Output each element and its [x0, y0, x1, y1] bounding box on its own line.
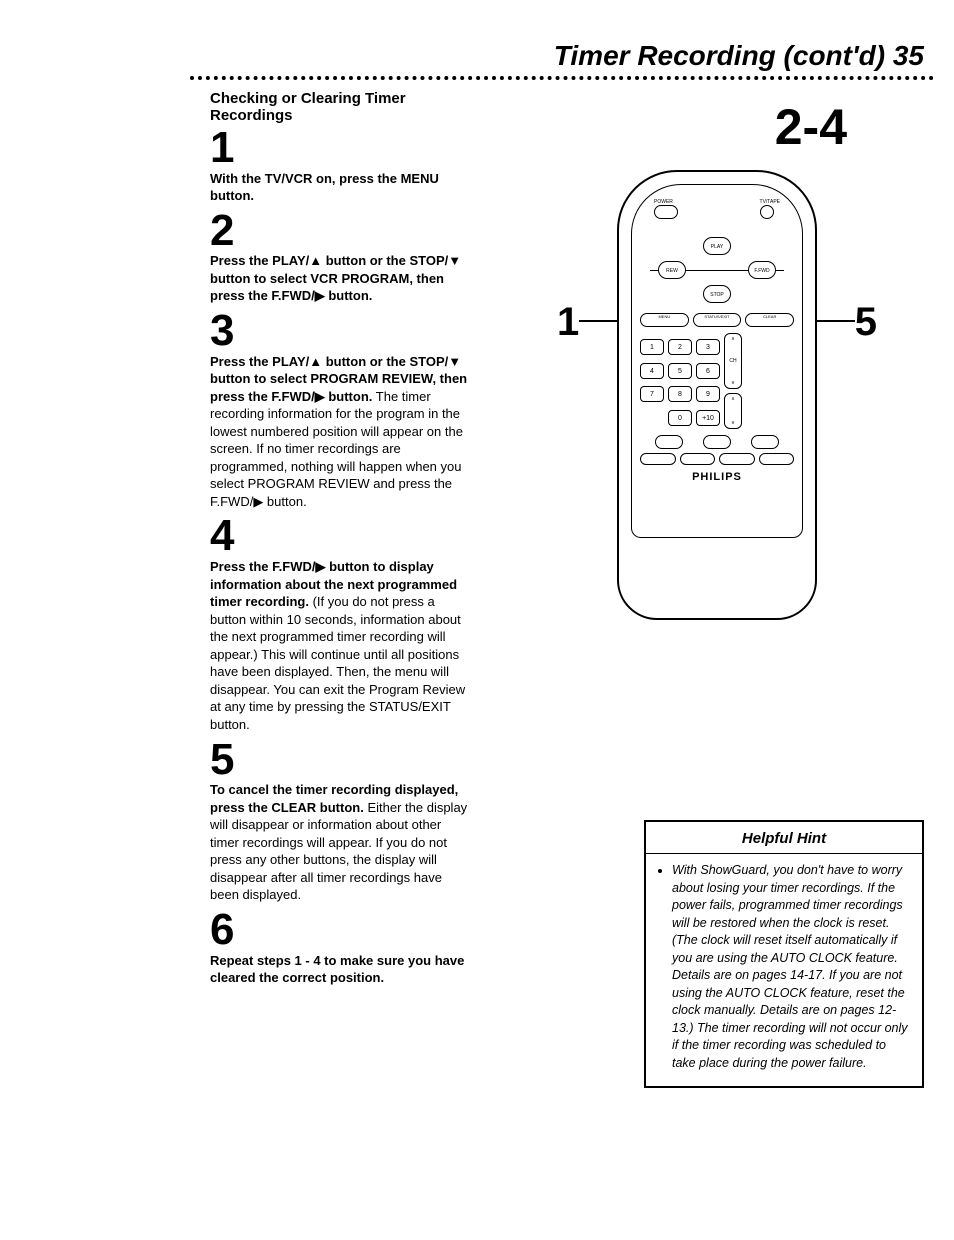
mid-row: MENU STATUS/EXIT CLEAR — [640, 313, 794, 327]
bottom-row-1 — [640, 435, 794, 449]
step-number: 5 — [210, 740, 470, 780]
step-number: 1 — [210, 128, 470, 168]
label: TV/TAPE — [760, 199, 780, 205]
remote-outline: POWER TV/TAPE PLAY REW — [617, 170, 817, 620]
memory-button-icon — [703, 435, 731, 449]
hint-title: Helpful Hint — [646, 822, 922, 854]
power-button-icon — [654, 205, 678, 219]
manual-page: Timer Recording (cont'd) 35 Checking or … — [0, 0, 954, 1128]
step-block: 1 With the TV/VCR on, press the MENU but… — [210, 128, 470, 205]
step-block: 5 To cancel the timer recording displaye… — [210, 740, 470, 904]
step-number: 4 — [210, 516, 470, 556]
step-text: Press the PLAY/▲ button or the STOP/▼ bu… — [210, 353, 470, 511]
step-block: 6 Repeat steps 1 - 4 to make sure you ha… — [210, 910, 470, 987]
key-icon: 7 — [640, 386, 664, 402]
right-column: 2-4 1 5 POWER TV/TAPE — [500, 90, 934, 1088]
step-block: 2 Press the PLAY/▲ button or the STOP/▼ … — [210, 211, 470, 305]
ffwd-button-icon: F.FWD — [748, 261, 776, 279]
key-icon: 6 — [696, 363, 720, 379]
power-area: POWER — [654, 199, 678, 219]
divider-dotted — [190, 76, 934, 80]
step-number: 2 — [210, 211, 470, 251]
brand-label: PHILIPS — [640, 471, 794, 483]
bottom-row-2 — [640, 453, 794, 465]
key-icon: 2 — [668, 339, 692, 355]
remote-panel: POWER TV/TAPE PLAY REW — [631, 184, 803, 538]
step-block: 3 Press the PLAY/▲ button or the STOP/▼ … — [210, 311, 470, 511]
step-text: Repeat steps 1 - 4 to make sure you have… — [210, 952, 470, 987]
transport-cluster: PLAY REW F.FWD STOP — [640, 237, 794, 307]
step-number: 6 — [210, 910, 470, 950]
rec-button-icon — [640, 453, 676, 465]
keypad: 1 2 3 4 5 6 7 8 9 0 — [640, 339, 720, 429]
key-icon: +10 — [696, 410, 720, 426]
volume-rocker-icon: ∧ ∨ — [724, 393, 742, 429]
status-button-icon: STATUS/EXIT — [693, 313, 742, 327]
key-icon: 5 — [668, 363, 692, 379]
tvtape-button-icon — [760, 205, 774, 219]
keypad-grid: 1 2 3 4 5 6 7 8 9 0 — [640, 339, 720, 429]
step-block: 4 Press the F.FWD/▶ button to display in… — [210, 516, 470, 733]
callout-label-2-4: 2-4 — [775, 98, 847, 156]
callout-label-5: 5 — [855, 300, 877, 345]
play-button-icon: PLAY — [703, 237, 731, 255]
key-icon: 3 — [696, 339, 720, 355]
channel-rocker-icon: ∧ CH ∨ — [724, 333, 742, 389]
menu-button-icon: MENU — [640, 313, 689, 327]
step-text: With the TV/VCR on, press the MENU butto… — [210, 170, 470, 205]
steps-column: Checking or Clearing Timer Recordings 1 … — [40, 90, 470, 1088]
section-title: Checking or Clearing Timer Recordings — [210, 90, 470, 124]
speed-button-icon — [655, 435, 683, 449]
eject-area: TV/TAPE — [760, 199, 780, 219]
label: POWER — [654, 199, 678, 205]
remote-diagram: 2-4 1 5 POWER TV/TAPE — [567, 90, 867, 630]
key-icon: 4 — [640, 363, 664, 379]
page-header-title: Timer Recording (cont'd) 35 — [40, 40, 934, 72]
tracking-down-icon — [680, 453, 716, 465]
step-text: Press the F.FWD/▶ button to display info… — [210, 558, 470, 733]
hint-body: With ShowGuard, you don't have to worry … — [646, 854, 922, 1086]
pause-button-icon — [751, 435, 779, 449]
clear-button-icon: CLEAR — [745, 313, 794, 327]
key-icon: 0 — [668, 410, 692, 426]
key-icon: 8 — [668, 386, 692, 402]
callout-label-1: 1 — [557, 300, 579, 345]
helpful-hint-box: Helpful Hint With ShowGuard, you don't h… — [644, 820, 924, 1088]
remote-top-row: POWER TV/TAPE — [640, 199, 794, 219]
keypad-area: 1 2 3 4 5 6 7 8 9 0 — [640, 333, 794, 429]
step-text: To cancel the timer recording displayed,… — [210, 781, 470, 904]
step-number: 3 — [210, 311, 470, 351]
step-text: Press the PLAY/▲ button or the STOP/▼ bu… — [210, 252, 470, 305]
key-icon: 1 — [640, 339, 664, 355]
hint-text: With ShowGuard, you don't have to worry … — [672, 862, 910, 1072]
rew-button-icon: REW — [658, 261, 686, 279]
tracking-up-icon — [719, 453, 755, 465]
content-row: Checking or Clearing Timer Recordings 1 … — [40, 90, 934, 1088]
mute-button-icon — [759, 453, 795, 465]
key-icon: 9 — [696, 386, 720, 402]
stop-button-icon: STOP — [703, 285, 731, 303]
